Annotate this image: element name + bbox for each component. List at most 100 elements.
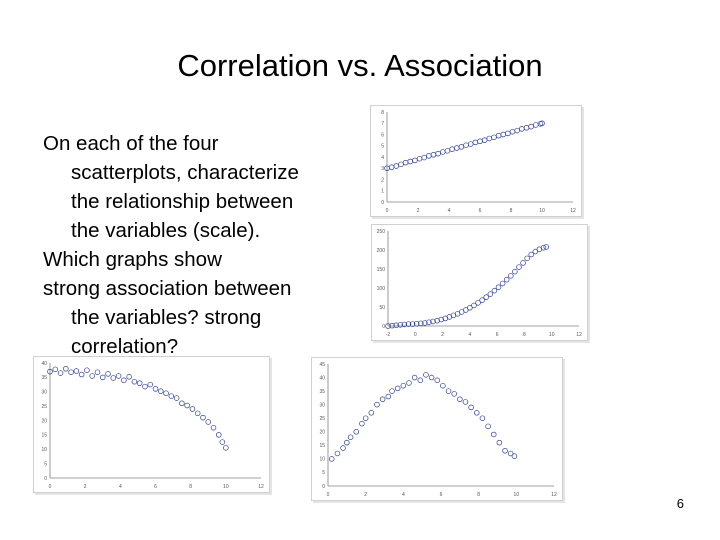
data-point	[89, 373, 95, 379]
data-point	[524, 255, 530, 262]
data-point	[194, 410, 201, 417]
data-point	[168, 393, 175, 399]
y-tick-label: 5	[44, 461, 47, 467]
body-line: the relationship between	[71, 190, 294, 213]
body-line: correlation?	[71, 335, 179, 358]
data-point	[205, 419, 212, 425]
y-tick-label: 20	[319, 430, 325, 436]
data-point	[444, 148, 451, 154]
data-point	[411, 374, 418, 381]
data-point	[344, 439, 350, 446]
y-tick-label: 8	[381, 110, 384, 116]
x-tick-label: 6	[154, 484, 157, 490]
scatterplot-concave-down-svg: 0 2 4 6 8 10 12 0 5 10 15 20 25 30 35 40	[41, 361, 264, 490]
data-point	[397, 322, 404, 328]
data-point	[468, 404, 474, 411]
data-point	[487, 291, 494, 297]
page-number: 6	[676, 496, 684, 511]
data-point	[189, 406, 196, 412]
x-tick-label: 8	[510, 208, 513, 214]
y-tick-label: 4	[381, 155, 384, 161]
data-point	[539, 120, 545, 127]
data-point	[495, 132, 502, 139]
x-tick-label: 6	[479, 208, 482, 214]
data-point	[406, 380, 412, 386]
x-tick-label: 12	[570, 208, 576, 214]
y-tick-label: 250	[377, 229, 386, 235]
body-line: the variables (scale).	[71, 219, 261, 242]
y-tick-label: 2	[381, 177, 384, 183]
body-line: scatterplots, characterize	[71, 161, 299, 184]
data-point	[503, 276, 510, 283]
data-point	[216, 432, 222, 438]
x-tick-label: 4	[119, 484, 122, 490]
y-tick-label: 35	[319, 389, 325, 395]
data-point	[516, 264, 522, 270]
data-point	[131, 378, 138, 385]
y-tick-label: 1	[381, 189, 384, 195]
data-point	[163, 390, 169, 396]
y-tick-label: 30	[319, 402, 325, 408]
y-tick-label: 10	[41, 447, 47, 453]
data-point	[385, 393, 392, 400]
y-tick-label: 10	[319, 457, 325, 463]
data-point	[467, 305, 473, 311]
data-point	[405, 321, 412, 327]
data-point	[389, 388, 395, 394]
data-point	[434, 377, 440, 384]
data-point	[471, 302, 477, 309]
data-point	[142, 383, 148, 390]
x-tick-label: 0	[49, 484, 52, 490]
data-point	[400, 382, 407, 389]
y-tick-label: 0	[44, 476, 47, 482]
data-point	[379, 396, 386, 402]
data-point	[121, 377, 127, 384]
y-tick-label: 20	[41, 418, 47, 424]
data-point	[421, 154, 427, 161]
y-tick-label: 25	[41, 404, 47, 410]
body-line: the variables? strong	[71, 306, 262, 329]
data-point	[84, 367, 90, 373]
data-point	[507, 450, 514, 457]
data-point	[210, 424, 217, 431]
x-tick-label: 8	[477, 492, 480, 498]
y-tick-label: 0	[381, 200, 384, 206]
y-tick-label: 15	[41, 433, 47, 439]
data-point	[434, 317, 440, 324]
scatterplot-arch-svg: 0 2 4 6 8 10 12 0 5 10 15 20 25 30 35 40 45	[319, 362, 557, 498]
data-point	[458, 144, 465, 150]
data-point	[412, 157, 418, 164]
data-point	[223, 445, 229, 451]
data-point	[520, 260, 526, 266]
data-point	[457, 396, 463, 402]
x-tick-label: 12	[576, 332, 582, 338]
scatterplot-concave-down: 0 2 4 6 8 10 12 0 5 10 15 20 25 30 35 40	[33, 356, 270, 493]
data-point	[502, 448, 508, 454]
data-point	[115, 373, 122, 379]
x-tick-label: 0	[327, 492, 330, 498]
data-point	[477, 138, 483, 144]
y-tick-label: 5	[381, 144, 384, 150]
data-point	[78, 371, 85, 378]
data-point	[426, 153, 432, 159]
x-tick-label: 6	[440, 492, 443, 498]
data-point	[508, 273, 514, 279]
data-point	[158, 388, 164, 394]
data-point	[428, 374, 435, 381]
y-tick-label: 50	[379, 305, 385, 311]
y-tick-label: 6	[381, 132, 384, 138]
data-point	[479, 415, 486, 421]
data-point	[435, 150, 441, 157]
x-tick-label: 2	[441, 332, 444, 338]
data-point	[385, 323, 391, 329]
data-point	[347, 434, 354, 440]
x-tick-label: 0	[414, 332, 417, 338]
data-point	[485, 423, 491, 430]
data-point	[481, 137, 488, 143]
y-tick-label: 150	[377, 267, 386, 273]
data-point	[99, 374, 106, 381]
data-point	[219, 439, 226, 445]
data-point	[388, 164, 395, 170]
